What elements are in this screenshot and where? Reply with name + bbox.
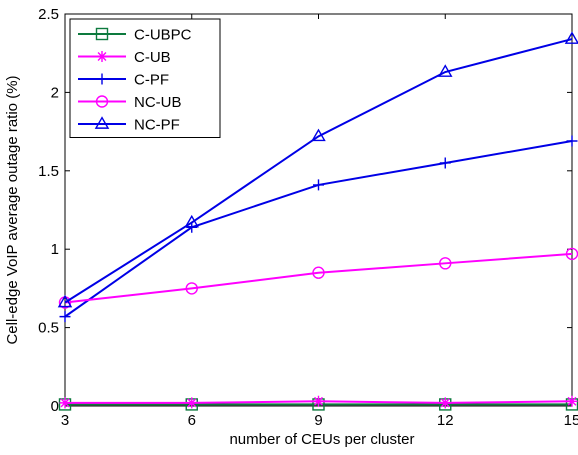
data-point [313, 179, 324, 191]
plus-marker [439, 157, 451, 169]
data-point [439, 397, 451, 409]
data-point [185, 282, 198, 295]
triangle-marker [564, 31, 578, 44]
triangle-marker [184, 214, 200, 228]
x-tick-label: 3 [61, 412, 69, 429]
data-point [57, 294, 73, 308]
asterisk-marker [439, 397, 451, 409]
asterisk-marker [59, 397, 71, 409]
data-point [566, 135, 578, 147]
plus-marker [566, 135, 578, 147]
legend-label: NC-UB [134, 94, 182, 111]
plot-area: 3 6 9 12 15 0 0.5 1 1.5 2 2.5 C-UBPC C-UB C-PF NC-UB NC… [38, 6, 578, 429]
y-tick-label: 1 [51, 241, 59, 258]
series-nc-pf [57, 31, 578, 308]
legend-item-nc-pf: NC-PF [78, 116, 180, 134]
circle-marker [95, 95, 109, 108]
legend-item-c-ubpc: C-UBPC [78, 27, 192, 44]
legend-label: C-PF [134, 72, 169, 89]
x-axis-label: number of CEUs per cluster [229, 431, 414, 448]
asterisk-marker [566, 395, 578, 407]
data-point [59, 397, 71, 409]
y-axis-label: Cell-edge VoIP average outage ratio (%) [4, 75, 21, 344]
series-line-nc-pf [64, 38, 573, 304]
plus-marker [96, 73, 108, 85]
data-point [439, 157, 451, 169]
y-tick-label: 2.5 [38, 6, 59, 23]
data-point [437, 64, 453, 77]
triangle-marker [94, 116, 110, 129]
x-tick-label: 15 [564, 412, 578, 429]
asterisk-marker [313, 395, 324, 407]
square-marker [95, 27, 109, 41]
data-point [184, 214, 200, 228]
circle-marker [185, 282, 198, 295]
x-tick-label: 12 [437, 412, 454, 429]
y-tick-label: 2 [51, 84, 59, 101]
y-tick-label: 1.5 [38, 163, 59, 180]
data-point [59, 311, 71, 323]
asterisk-marker [96, 51, 108, 62]
triangle-marker [57, 294, 73, 308]
legend: C-UBPC C-UB C-PF NC-UB NC-PF [69, 18, 221, 138]
legend-item-c-ub: C-UB [78, 49, 171, 66]
data-point [566, 395, 578, 407]
series-line-nc-ub [64, 252, 573, 304]
asterisk-marker [186, 397, 198, 409]
circle-marker [312, 266, 325, 279]
y-tick-label: 0.5 [38, 320, 59, 337]
series-c-ub [59, 395, 578, 409]
data-point [312, 266, 325, 279]
data-point [186, 397, 198, 409]
plus-marker [313, 179, 324, 191]
data-point [311, 128, 326, 142]
legend-label: C-UB [134, 49, 171, 66]
legend-label: NC-PF [134, 117, 180, 134]
legend-item-nc-ub: NC-UB [78, 94, 182, 111]
triangle-marker [437, 64, 453, 77]
plus-marker [59, 311, 71, 323]
triangle-marker [311, 128, 326, 142]
x-tick-label: 6 [188, 412, 196, 429]
circle-marker [439, 257, 452, 270]
data-point [439, 257, 452, 270]
legend-label: C-UBPC [134, 27, 192, 44]
y-tick-label: 0 [51, 398, 59, 415]
x-tick-label: 9 [314, 412, 322, 429]
data-point [313, 395, 324, 407]
legend-item-c-pf: C-PF [78, 72, 169, 89]
data-point [564, 31, 578, 44]
